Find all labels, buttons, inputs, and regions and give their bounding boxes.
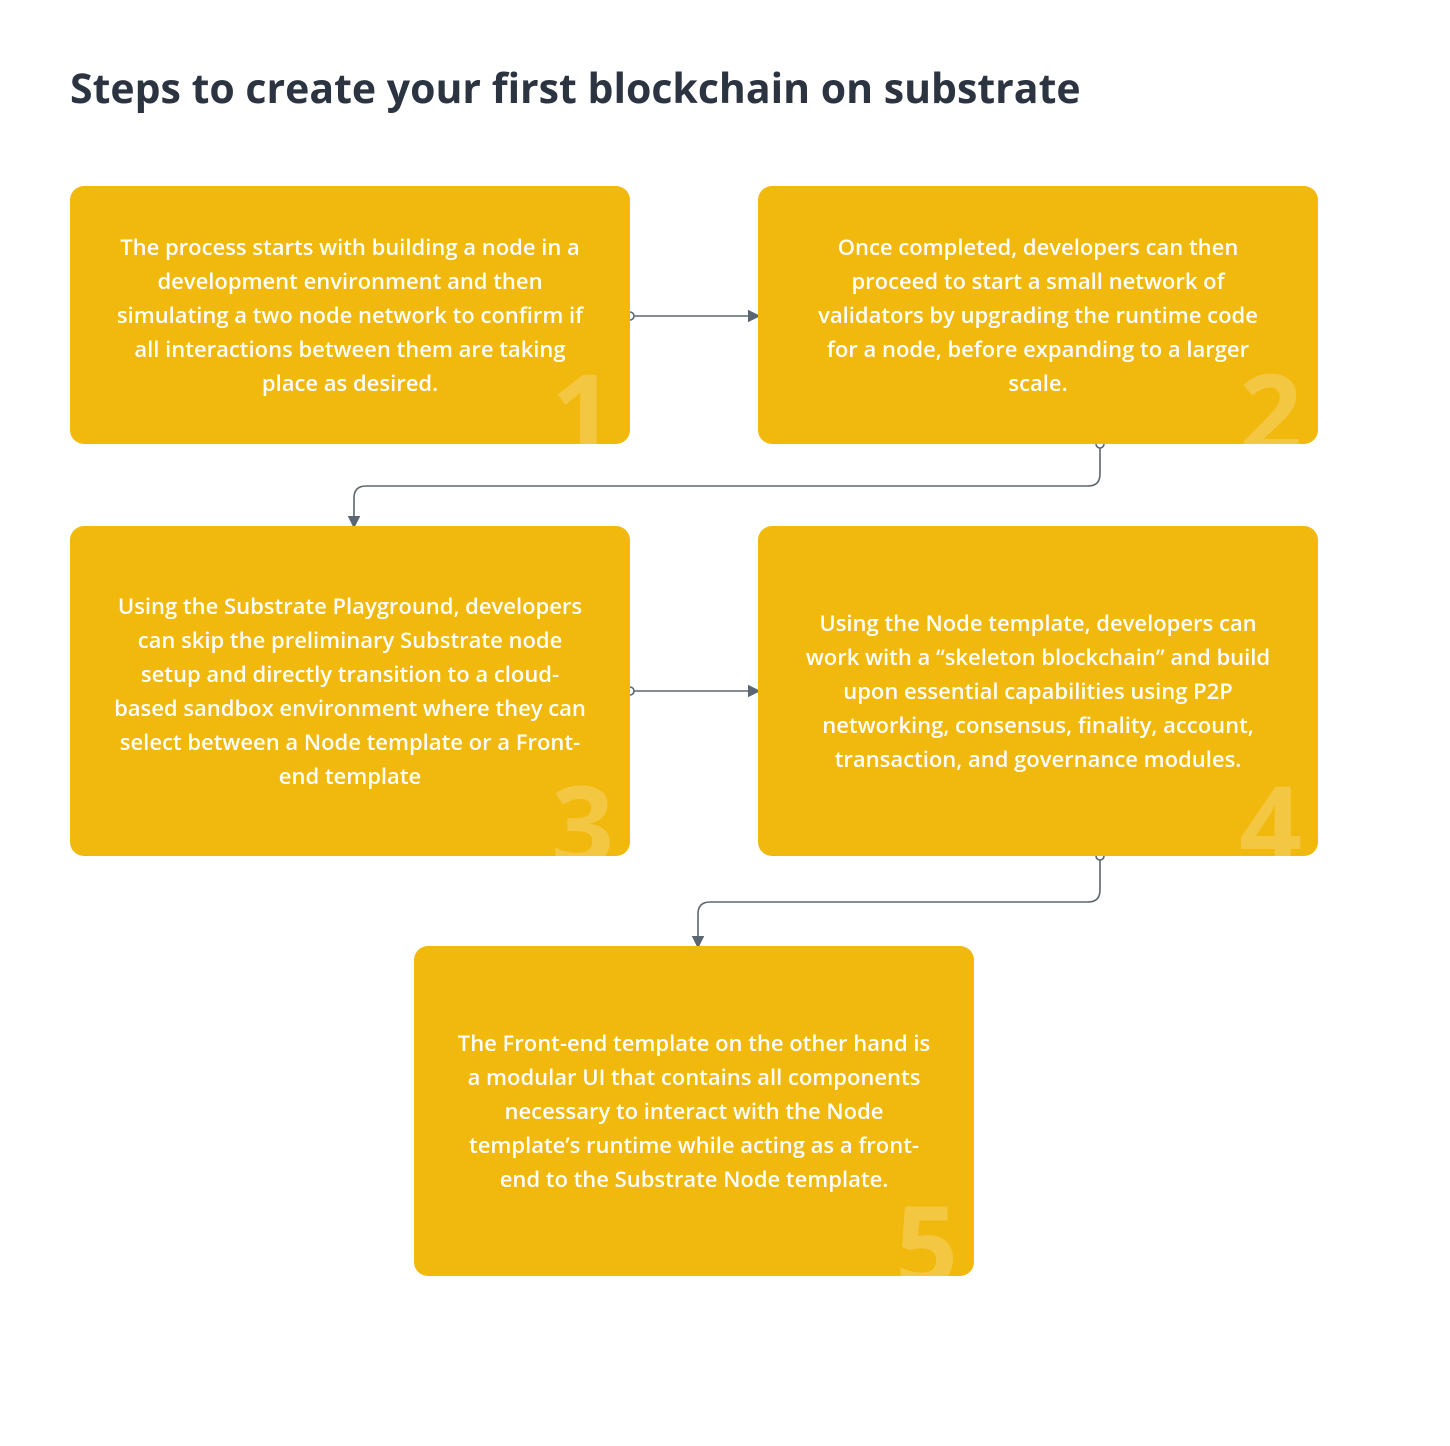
flowchart-canvas: The process starts with building a node … <box>70 186 1380 1386</box>
page-title: Steps to create your first blockchain on… <box>70 60 1380 116</box>
node-text: The Front-end template on the other hand… <box>456 1026 932 1196</box>
flowchart-node-n1: The process starts with building a node … <box>70 186 630 444</box>
node-number: 5 <box>895 1188 958 1276</box>
flowchart-node-n4: Using the Node template, developers can … <box>758 526 1318 856</box>
node-text: Once completed, developers can then proc… <box>800 230 1276 400</box>
node-number: 4 <box>1239 768 1302 856</box>
flowchart-node-n2: Once completed, developers can then proc… <box>758 186 1318 444</box>
node-text: Using the Substrate Playground, develope… <box>112 589 588 794</box>
edge-n2-n3 <box>354 444 1100 526</box>
node-text: The process starts with building a node … <box>112 230 588 400</box>
flowchart-node-n3: Using the Substrate Playground, develope… <box>70 526 630 856</box>
node-text: Using the Node template, developers can … <box>800 606 1276 776</box>
flowchart-node-n5: The Front-end template on the other hand… <box>414 946 974 1276</box>
edge-n4-n5 <box>698 856 1100 946</box>
